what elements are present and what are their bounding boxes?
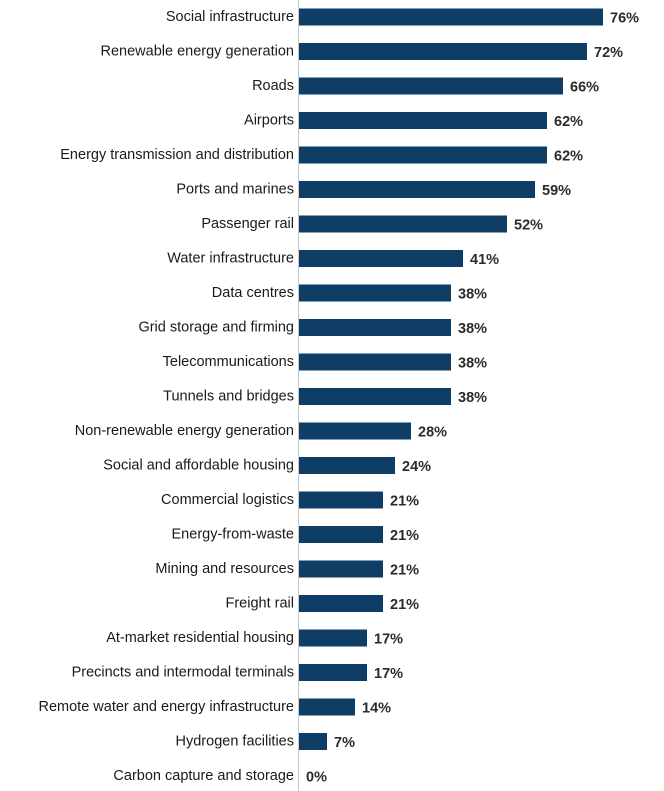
category-label: Data centres	[212, 285, 294, 301]
value-label: 66%	[570, 80, 599, 96]
bar	[299, 8, 603, 26]
value-label: 38%	[458, 390, 487, 406]
category-label: Ports and marines	[176, 182, 294, 198]
bar	[299, 284, 451, 302]
bar	[299, 698, 355, 716]
bar	[299, 77, 563, 95]
category-label: Social infrastructure	[166, 9, 294, 25]
value-label: 17%	[374, 632, 403, 648]
category-labels-group: Social infrastructure Renewable energy ge…	[39, 9, 295, 784]
value-label: 62%	[554, 149, 583, 165]
category-label: Commercial logistics	[161, 492, 294, 508]
value-label: 62%	[554, 114, 583, 130]
value-label: 59%	[542, 183, 571, 199]
bar	[299, 629, 367, 647]
value-label: 38%	[458, 356, 487, 372]
category-label: Grid storage and firming	[138, 320, 294, 336]
bar	[299, 664, 367, 681]
category-label: Telecommunications	[163, 354, 294, 370]
category-label: Precincts and intermodal terminals	[72, 665, 294, 681]
value-label: 38%	[458, 321, 487, 337]
category-label: Remote water and energy infrastructure	[39, 699, 295, 715]
bars-group	[299, 8, 603, 750]
category-label: Energy-from-waste	[172, 527, 294, 543]
value-label: 21%	[390, 563, 419, 579]
value-label: 14%	[362, 701, 391, 717]
bar	[299, 560, 383, 578]
bar	[299, 491, 383, 509]
bar	[299, 422, 411, 440]
bar	[299, 353, 451, 371]
bar	[299, 112, 547, 129]
category-label: At-market residential housing	[106, 630, 294, 646]
bar	[299, 181, 535, 198]
value-label: 24%	[402, 459, 431, 475]
value-label: 76%	[610, 11, 639, 27]
bar	[299, 43, 587, 60]
value-label: 72%	[594, 45, 623, 61]
category-label: Freight rail	[226, 596, 295, 612]
category-label: Renewable energy generation	[101, 44, 294, 60]
value-label: 0%	[306, 770, 327, 786]
bar	[299, 250, 463, 267]
value-label: 21%	[390, 494, 419, 510]
bar	[299, 595, 383, 612]
value-label: 21%	[390, 597, 419, 613]
bar	[299, 733, 327, 750]
value-label: 21%	[390, 528, 419, 544]
bar	[299, 215, 507, 233]
value-label: 52%	[514, 218, 543, 234]
bar	[299, 457, 395, 474]
bar	[299, 146, 547, 164]
bar	[299, 388, 451, 405]
category-label: Airports	[244, 113, 294, 129]
category-label: Mining and resources	[155, 561, 294, 577]
value-label: 7%	[334, 735, 355, 751]
category-label: Tunnels and bridges	[163, 389, 294, 405]
value-labels-group: 76% 72% 66% 62% 62% 59% 52% 41% 38% 38% 38% 38% 28% 2…	[306, 11, 639, 786]
category-label: Non-renewable energy generation	[75, 423, 294, 439]
value-label: 41%	[470, 252, 499, 268]
value-label: 17%	[374, 666, 403, 682]
bar	[299, 319, 451, 336]
category-label: Water infrastructure	[167, 251, 294, 267]
category-label: Roads	[252, 78, 294, 94]
category-label: Social and affordable housing	[103, 458, 294, 474]
category-label: Energy transmission and distribution	[60, 147, 294, 163]
bar	[299, 526, 383, 543]
value-label: 38%	[458, 287, 487, 303]
category-label: Hydrogen facilities	[176, 734, 294, 750]
category-label: Passenger rail	[201, 216, 294, 232]
value-label: 28%	[418, 425, 447, 441]
category-label: Carbon capture and storage	[113, 768, 294, 784]
